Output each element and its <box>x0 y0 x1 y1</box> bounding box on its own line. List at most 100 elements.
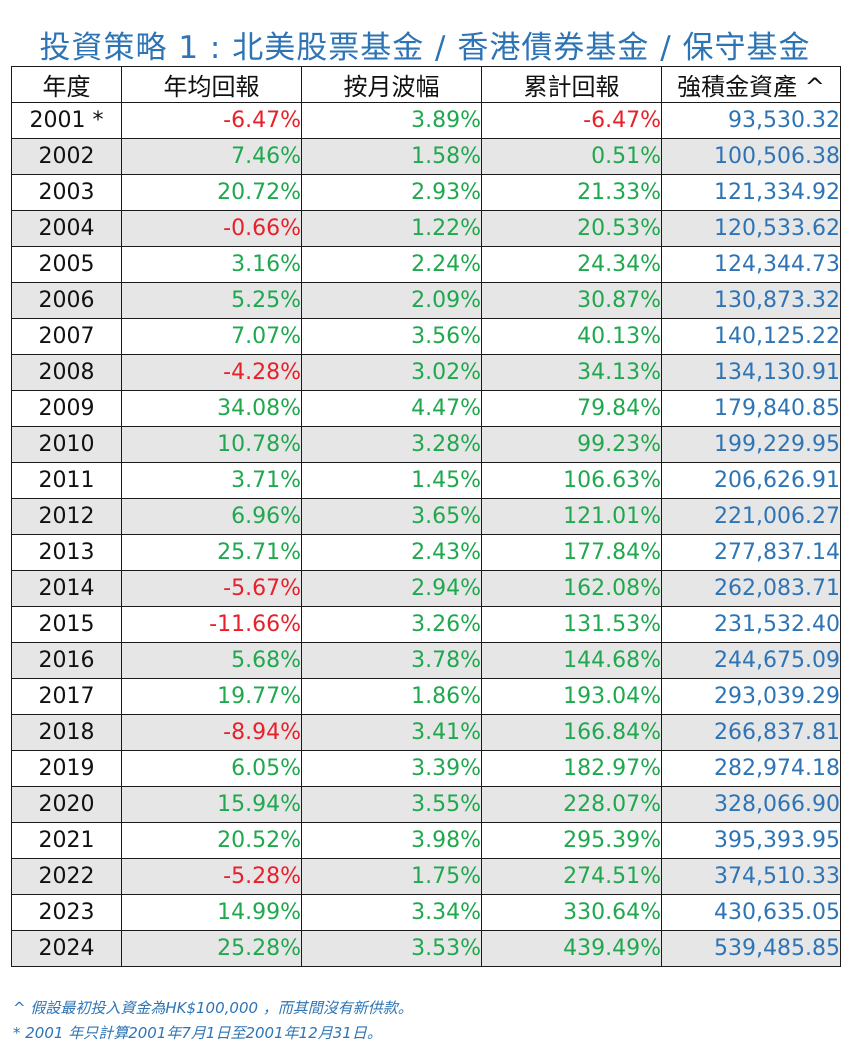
header-year: 年度 <box>11 66 122 103</box>
table-row: 2009 34.08% 4.47% 79.84% 179,840.85 <box>11 390 841 427</box>
mpf-assets-cell: 539,485.85 <box>661 930 841 967</box>
header-mpf-assets: 強積金資產 ^ <box>661 66 841 103</box>
monthly-volatility-cell: 2.24% <box>301 246 482 283</box>
year-cell: 2014 <box>11 570 122 607</box>
year-cell: 2023 <box>11 894 122 931</box>
table-row: 2015 -11.66% 3.26% 131.53% 231,532.40 <box>11 606 841 643</box>
year-cell: 2005 <box>11 246 122 283</box>
cumulative-return-cell: 0.51% <box>481 138 662 175</box>
annual-return-cell: 7.07% <box>121 318 302 355</box>
footnotes: ^ 假設最初投入資金為HK$100,000 ，而其間沒有新供款。 * 2001 … <box>13 996 843 1046</box>
monthly-volatility-cell: 3.56% <box>301 318 482 355</box>
cumulative-return-cell: 166.84% <box>481 714 662 751</box>
mpf-assets-cell: 121,334.92 <box>661 174 841 211</box>
monthly-volatility-cell: 3.39% <box>301 750 482 787</box>
table-row: 2010 10.78% 3.28% 99.23% 199,229.95 <box>11 426 841 463</box>
mpf-assets-cell: 140,125.22 <box>661 318 841 355</box>
mpf-assets-cell: 282,974.18 <box>661 750 841 787</box>
year-cell: 2011 <box>11 462 122 499</box>
annual-return-cell: -11.66% <box>121 606 302 643</box>
cumulative-return-cell: 24.34% <box>481 246 662 283</box>
cumulative-return-cell: 228.07% <box>481 786 662 823</box>
year-cell: 2020 <box>11 786 122 823</box>
table-row: 2004 -0.66% 1.22% 20.53% 120,533.62 <box>11 210 841 247</box>
monthly-volatility-cell: 1.75% <box>301 858 482 895</box>
table-body: 2001 * -6.47% 3.89% -6.47% 93,530.32 2002 7.46… <box>11 102 841 967</box>
cumulative-return-cell: 177.84% <box>481 534 662 571</box>
year-cell: 2013 <box>11 534 122 571</box>
table-row: 2002 7.46% 1.58% 0.51% 100,506.38 <box>11 138 841 175</box>
monthly-volatility-cell: 1.86% <box>301 678 482 715</box>
year-cell: 2008 <box>11 354 122 391</box>
mpf-assets-cell: 179,840.85 <box>661 390 841 427</box>
cumulative-return-cell: 439.49% <box>481 930 662 967</box>
mpf-assets-cell: 231,532.40 <box>661 606 841 643</box>
monthly-volatility-cell: 2.09% <box>301 282 482 319</box>
mpf-assets-cell: 130,873.32 <box>661 282 841 319</box>
annual-return-cell: 25.71% <box>121 534 302 571</box>
year-cell: 2017 <box>11 678 122 715</box>
annual-return-cell: -5.67% <box>121 570 302 607</box>
table-row: 2003 20.72% 2.93% 21.33% 121,334.92 <box>11 174 841 211</box>
year-cell: 2006 <box>11 282 122 319</box>
monthly-volatility-cell: 2.94% <box>301 570 482 607</box>
mpf-assets-cell: 221,006.27 <box>661 498 841 535</box>
cumulative-return-cell: 106.63% <box>481 462 662 499</box>
table-row: 2024 25.28% 3.53% 439.49% 539,485.85 <box>11 930 841 967</box>
cumulative-return-cell: 20.53% <box>481 210 662 247</box>
cumulative-return-cell: 274.51% <box>481 858 662 895</box>
year-cell: 2016 <box>11 642 122 679</box>
mpf-assets-cell: 277,837.14 <box>661 534 841 571</box>
table-row: 2005 3.16% 2.24% 24.34% 124,344.73 <box>11 246 841 283</box>
monthly-volatility-cell: 3.26% <box>301 606 482 643</box>
table-row: 2008 -4.28% 3.02% 34.13% 134,130.91 <box>11 354 841 391</box>
annual-return-cell: -8.94% <box>121 714 302 751</box>
table-row: 2017 19.77% 1.86% 193.04% 293,039.29 <box>11 678 841 715</box>
mpf-assets-cell: 374,510.33 <box>661 858 841 895</box>
mpf-assets-cell: 93,530.32 <box>661 102 841 139</box>
annual-return-cell: 6.96% <box>121 498 302 535</box>
mpf-assets-cell: 199,229.95 <box>661 426 841 463</box>
annual-return-cell: 3.16% <box>121 246 302 283</box>
table-header-row: 年度 年均回報 按月波幅 累計回報 強積金資產 ^ <box>11 66 841 103</box>
cumulative-return-cell: 79.84% <box>481 390 662 427</box>
annual-return-cell: 20.72% <box>121 174 302 211</box>
monthly-volatility-cell: 3.89% <box>301 102 482 139</box>
year-cell: 2012 <box>11 498 122 535</box>
mpf-assets-cell: 266,837.81 <box>661 714 841 751</box>
cumulative-return-cell: 34.13% <box>481 354 662 391</box>
annual-return-cell: -4.28% <box>121 354 302 391</box>
year-cell: 2018 <box>11 714 122 751</box>
table-row: 2016 5.68% 3.78% 144.68% 244,675.09 <box>11 642 841 679</box>
year-cell: 2004 <box>11 210 122 247</box>
table-row: 2011 3.71% 1.45% 106.63% 206,626.91 <box>11 462 841 499</box>
table-row: 2023 14.99% 3.34% 330.64% 430,635.05 <box>11 894 841 931</box>
mpf-assets-cell: 262,083.71 <box>661 570 841 607</box>
table-row: 2007 7.07% 3.56% 40.13% 140,125.22 <box>11 318 841 355</box>
year-cell: 2007 <box>11 318 122 355</box>
mpf-assets-cell: 134,130.91 <box>661 354 841 391</box>
mpf-assets-cell: 395,393.95 <box>661 822 841 859</box>
annual-return-cell: 6.05% <box>121 750 302 787</box>
cumulative-return-cell: 131.53% <box>481 606 662 643</box>
returns-table: 年度 年均回報 按月波幅 累計回報 強積金資產 ^ 2001 * -6.47% 3.… <box>11 66 841 967</box>
table-row: 2018 -8.94% 3.41% 166.84% 266,837.81 <box>11 714 841 751</box>
table-row: 2020 15.94% 3.55% 228.07% 328,066.90 <box>11 786 841 823</box>
mpf-assets-cell: 328,066.90 <box>661 786 841 823</box>
monthly-volatility-cell: 1.58% <box>301 138 482 175</box>
annual-return-cell: 14.99% <box>121 894 302 931</box>
monthly-volatility-cell: 3.02% <box>301 354 482 391</box>
cumulative-return-cell: 121.01% <box>481 498 662 535</box>
annual-return-cell: 19.77% <box>121 678 302 715</box>
monthly-volatility-cell: 2.93% <box>301 174 482 211</box>
mpf-assets-cell: 430,635.05 <box>661 894 841 931</box>
year-cell: 2001 * <box>11 102 122 139</box>
year-cell: 2003 <box>11 174 122 211</box>
year-cell: 2021 <box>11 822 122 859</box>
cumulative-return-cell: 182.97% <box>481 750 662 787</box>
year-cell: 2015 <box>11 606 122 643</box>
monthly-volatility-cell: 4.47% <box>301 390 482 427</box>
mpf-assets-cell: 244,675.09 <box>661 642 841 679</box>
monthly-volatility-cell: 3.65% <box>301 498 482 535</box>
monthly-volatility-cell: 3.41% <box>301 714 482 751</box>
